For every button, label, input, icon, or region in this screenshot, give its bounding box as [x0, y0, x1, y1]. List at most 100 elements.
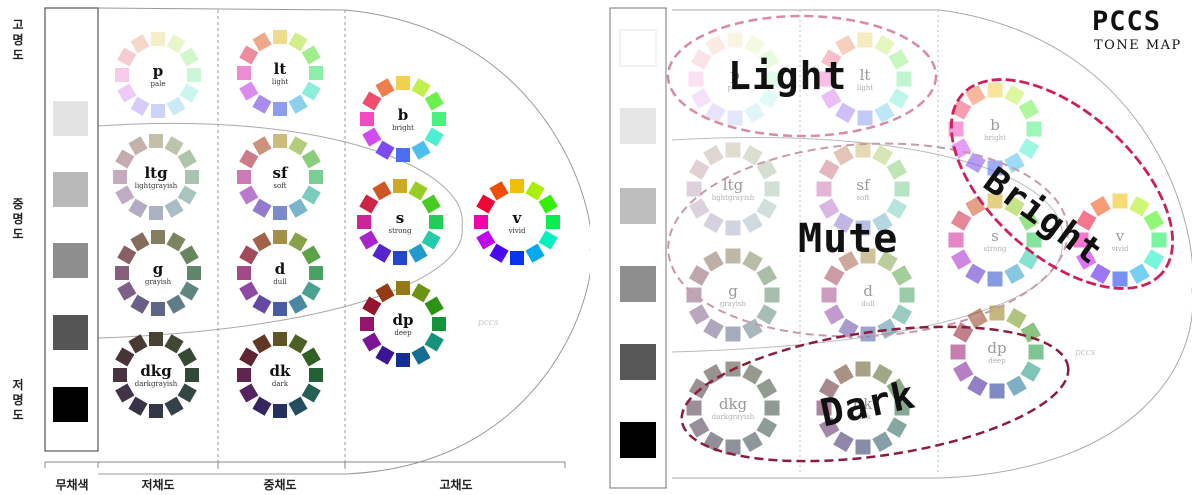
color-swatch — [396, 353, 410, 367]
tone-wheel-dk — [237, 332, 323, 418]
color-swatch — [252, 232, 272, 252]
color-swatch — [187, 266, 201, 280]
color-swatch — [239, 281, 259, 301]
tone-wheel-v — [1073, 193, 1167, 287]
color-swatch — [301, 149, 321, 169]
color-swatch — [149, 332, 163, 346]
color-swatch — [886, 159, 908, 180]
color-swatch — [128, 334, 148, 354]
tone-wheel-g — [686, 248, 780, 342]
color-swatch — [149, 404, 163, 418]
color-swatch — [252, 396, 272, 416]
color-swatch — [288, 294, 308, 314]
color-swatch — [989, 305, 1005, 321]
tone-name-b: bright — [984, 134, 1006, 142]
color-swatch — [820, 49, 842, 70]
color-swatch — [758, 88, 780, 109]
tone-name-dkg: darkgrayish — [134, 380, 178, 388]
color-swatch — [273, 206, 287, 220]
color-swatch — [424, 91, 444, 111]
wheel-center — [252, 45, 308, 101]
tone-wheel-lt — [237, 30, 323, 116]
color-swatch — [115, 347, 135, 367]
tone-name-s: strong — [388, 227, 412, 235]
color-swatch — [239, 149, 259, 169]
tone-code-d: d — [274, 260, 286, 278]
gray-swatch — [53, 243, 88, 278]
color-swatch — [538, 194, 558, 214]
wheel-center — [489, 194, 545, 250]
color-swatch — [164, 198, 184, 218]
wheel-center — [128, 347, 184, 403]
color-swatch — [690, 49, 712, 70]
color-swatch — [820, 88, 842, 109]
wheel-center — [964, 98, 1026, 160]
color-swatch — [474, 215, 488, 229]
color-swatch — [273, 404, 287, 418]
tone-name-sf: soft — [273, 182, 287, 190]
color-swatch — [237, 66, 251, 80]
color-swatch — [166, 34, 186, 54]
color-swatch — [758, 49, 780, 70]
color-swatch — [411, 283, 431, 303]
color-swatch — [177, 185, 197, 205]
color-swatch — [987, 82, 1003, 98]
color-swatch — [703, 144, 724, 166]
gray-swatch — [620, 266, 656, 302]
tone-code-p: p — [152, 62, 164, 80]
signature: pccs — [1075, 348, 1096, 358]
chroma-label-low: 저채도 — [141, 478, 175, 492]
color-swatch — [273, 302, 287, 316]
color-swatch — [838, 250, 859, 272]
color-swatch — [872, 212, 893, 234]
tone-code-ltg: ltg — [144, 164, 168, 182]
tone-code-dk: dk — [269, 362, 291, 380]
tone-code-dkg: dkg — [140, 362, 172, 380]
color-swatch — [891, 265, 913, 286]
color-swatch — [115, 266, 129, 280]
color-swatch — [309, 170, 323, 184]
tone-wheel-lt — [818, 32, 912, 126]
color-swatch — [115, 185, 135, 205]
achromatic-column — [609, 7, 667, 489]
color-swatch — [1026, 232, 1042, 248]
tone-wheel-dkg — [686, 361, 780, 455]
tone-wheel-dp — [360, 281, 446, 367]
color-swatch — [833, 363, 854, 385]
tone-boundary — [97, 7, 590, 475]
tone-code-s: s — [395, 209, 405, 227]
wheel-center — [252, 245, 308, 301]
color-swatch — [950, 249, 972, 270]
color-swatch — [764, 400, 780, 416]
tone-code-v: v — [1115, 227, 1125, 245]
gray-swatch — [620, 188, 656, 224]
color-swatch — [117, 83, 137, 103]
tone-code-g: g — [152, 260, 164, 278]
wheel-center — [834, 48, 896, 110]
tone-name-lt: light — [271, 78, 289, 86]
color-swatch — [424, 127, 444, 147]
color-swatch — [833, 144, 854, 166]
tone-name-b: bright — [392, 124, 414, 132]
color-swatch — [237, 266, 251, 280]
tone-name-dk: dark — [854, 413, 872, 421]
color-swatch — [888, 49, 910, 70]
color-swatch — [860, 248, 876, 264]
color-swatch — [237, 170, 251, 184]
color-swatch — [151, 32, 165, 46]
tone-code-lt: lt — [273, 60, 287, 78]
color-swatch — [408, 181, 428, 201]
color-swatch — [1006, 375, 1027, 397]
color-swatch — [166, 96, 186, 116]
color-swatch — [375, 345, 395, 365]
color-swatch — [130, 232, 150, 252]
color-swatch — [239, 185, 259, 205]
wheel-center — [966, 321, 1028, 383]
color-swatch — [273, 30, 287, 44]
color-swatch — [362, 332, 382, 352]
color-swatch — [432, 317, 446, 331]
tone-code-v: v — [512, 209, 522, 227]
color-swatch — [742, 363, 763, 385]
color-swatch — [273, 134, 287, 148]
color-swatch — [239, 81, 259, 101]
